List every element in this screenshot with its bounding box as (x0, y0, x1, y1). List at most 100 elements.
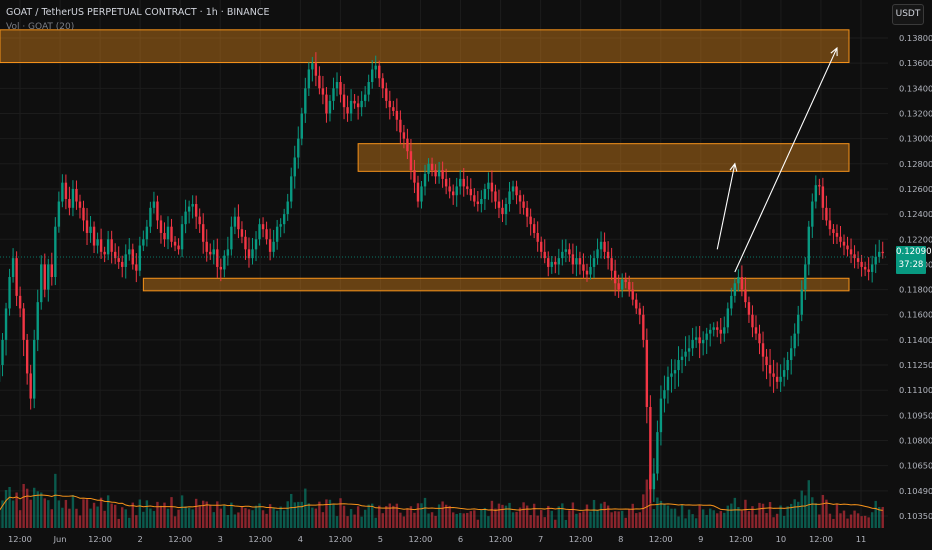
candle-up (349, 100, 353, 114)
candle-down (751, 314, 754, 328)
candle-up (187, 206, 191, 212)
candle-up (652, 473, 656, 490)
candle-up (423, 173, 427, 187)
volume-bar (103, 510, 106, 528)
candle-up (279, 224, 282, 227)
candle-down (219, 266, 223, 270)
candle-down (392, 107, 395, 111)
candle-down (25, 339, 29, 374)
zone-upper-supply (0, 29, 850, 64)
volume-bar (113, 504, 117, 528)
candle-down (835, 232, 839, 237)
volume-bar (300, 501, 303, 528)
volume-bar (226, 515, 230, 528)
candle-up (233, 216, 237, 227)
candle-down (434, 170, 437, 177)
price-axis[interactable]: 0.13800 0.13600 0.13400 0.13200 0.13000 0.128… (888, 0, 932, 550)
volume-bar (198, 505, 201, 528)
candle-down (501, 207, 504, 215)
volume-bars (0, 473, 884, 528)
candle-up (149, 207, 152, 227)
candles (0, 52, 884, 504)
candle-up (779, 376, 782, 382)
volume-bar (135, 515, 138, 528)
volume-bar (557, 506, 561, 528)
candle-down (18, 295, 22, 309)
candle-down (529, 216, 532, 225)
volume-bar (99, 497, 103, 528)
candle-down (825, 207, 828, 221)
candle-up (504, 204, 508, 215)
volume-bar (867, 517, 870, 528)
volume-bar (656, 497, 659, 528)
volume-bar (184, 506, 187, 528)
candle-down (205, 241, 208, 252)
candle-up (363, 94, 367, 101)
volume-bar (550, 510, 553, 528)
candle-up (4, 308, 8, 340)
volume-bar (490, 500, 494, 528)
volume-bar (15, 492, 18, 528)
candle-up (11, 258, 15, 277)
zones-layer (0, 29, 850, 292)
volume-bar (124, 509, 127, 528)
volume-bar (11, 500, 15, 528)
volume-bar (469, 511, 472, 528)
candle-up (307, 69, 311, 89)
volume-bar (356, 506, 360, 528)
candle-up (709, 329, 712, 334)
candle-down (881, 251, 884, 254)
candle-up (286, 201, 289, 215)
candle-down (617, 283, 620, 290)
volume-bar (286, 501, 289, 528)
volume-bar (265, 513, 268, 528)
volume-bar (832, 518, 835, 528)
candle-down (494, 191, 497, 202)
volume-bar (360, 516, 363, 528)
candle-up (599, 241, 603, 250)
price-tick-label: 0.11800 (899, 285, 932, 295)
currency-button[interactable]: USDT (892, 4, 924, 25)
time-tick-label: 12:00 (649, 534, 673, 544)
volume-bar (628, 508, 631, 528)
candle-up (54, 226, 57, 277)
zone-mid-resistance (357, 143, 850, 172)
price-tick-label: 0.13400 (899, 83, 932, 93)
time-tick-label: 4 (298, 534, 303, 544)
volume-bar (821, 494, 825, 528)
candle-down (775, 376, 779, 382)
time-axis[interactable]: 12:00 Jun 12:00 2 12:00 3 12:00 4 12:00 5 12:00 6 12… (0, 528, 888, 550)
candle-down (518, 195, 522, 202)
volume-bar (543, 517, 546, 528)
price-tick-label: 0.13200 (899, 108, 932, 118)
candle-up (797, 314, 800, 334)
volume-bar (631, 503, 634, 528)
volume-bar (807, 480, 810, 528)
candle-up (96, 239, 99, 246)
candle-up (508, 191, 511, 205)
volume-bar (789, 503, 793, 528)
candle-down (406, 138, 409, 152)
candle-up (300, 113, 303, 139)
time-axis-bg (0, 528, 888, 550)
candle-up (40, 264, 43, 303)
candle-up (36, 302, 39, 340)
candle-up (733, 283, 737, 296)
volume-bar (800, 490, 803, 528)
candle-up (304, 88, 307, 114)
candle-down (216, 249, 219, 267)
candle-up (730, 295, 733, 309)
candle-up (297, 138, 300, 158)
candle-up (138, 245, 142, 271)
candle-up (145, 226, 149, 240)
volume-bar (244, 508, 247, 528)
volume-bar (592, 499, 596, 528)
candle-down (860, 261, 863, 267)
candle-up (596, 249, 599, 259)
candle-up (57, 201, 61, 227)
candle-down (110, 239, 113, 252)
volume-bar (779, 505, 782, 528)
candle-down (758, 333, 761, 344)
candle-up (589, 266, 592, 275)
